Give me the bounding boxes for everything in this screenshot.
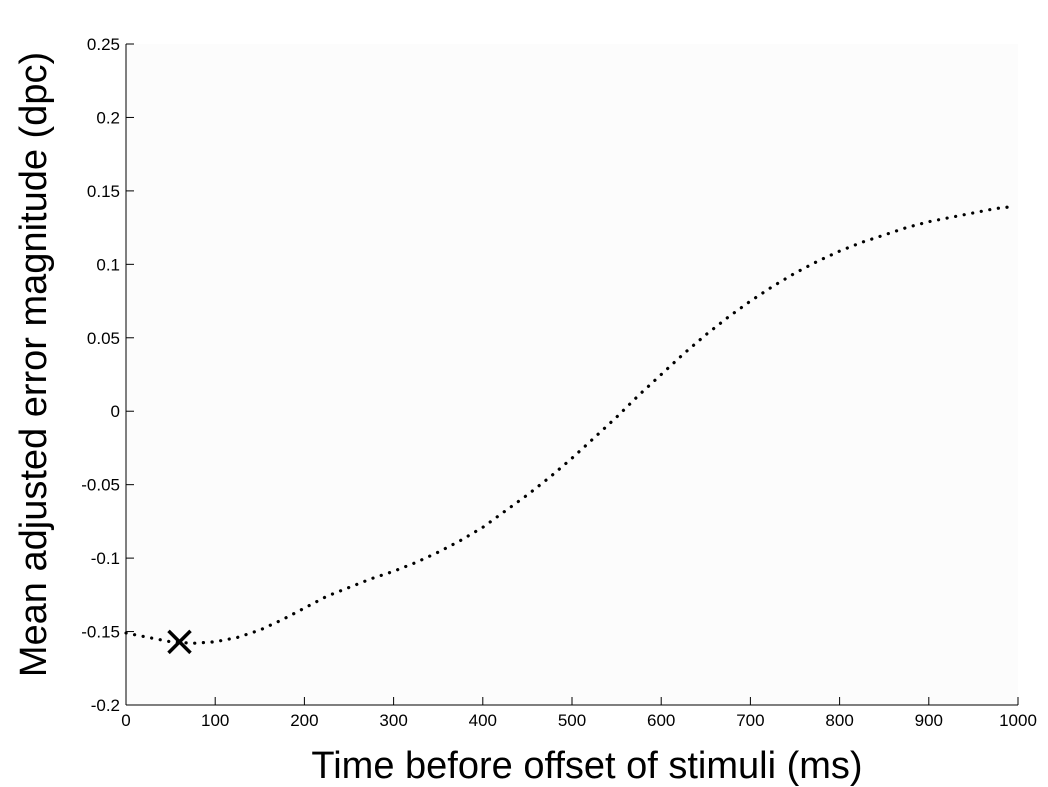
x-tick-label: 100 xyxy=(201,711,229,730)
y-tick-label: 0.2 xyxy=(96,108,120,127)
x-tick-label: 900 xyxy=(915,711,943,730)
y-tick-label: -0.1 xyxy=(91,549,120,568)
y-axis-title: Mean adjusted error magnitude (dpc) xyxy=(13,52,55,677)
x-marker-stroke xyxy=(167,629,192,655)
axes: 0 100 200 300 400 500 600 700 800 900 1000 -0.2 -0.1… xyxy=(81,35,1037,730)
y-tick-label: -0.05 xyxy=(81,476,120,495)
x-tick-label: 400 xyxy=(469,711,497,730)
plot-area-background xyxy=(126,44,1018,705)
x-tick-label: 800 xyxy=(825,711,853,730)
data-layer xyxy=(124,205,1011,655)
x-marker xyxy=(167,629,192,655)
x-axis-title: Time before offset of stimuli (ms) xyxy=(311,745,862,787)
x-tick-label: 700 xyxy=(736,711,764,730)
y-tick-label: 0.15 xyxy=(87,182,120,201)
y-tick-label: -0.15 xyxy=(81,623,120,642)
x-tick-label: 200 xyxy=(290,711,318,730)
y-tick-label: 0.1 xyxy=(96,255,120,274)
x-tick-label: 1000 xyxy=(999,711,1037,730)
series-line xyxy=(124,205,1011,645)
x-tick-label: 600 xyxy=(647,711,675,730)
x-tick-label: 500 xyxy=(558,711,586,730)
y-tick-label: 0.05 xyxy=(87,329,120,348)
y-tick-label: -0.2 xyxy=(91,696,120,715)
x-tick-label: 0 xyxy=(121,711,130,730)
y-tick-label: 0.25 xyxy=(87,35,120,54)
x-tick-label: 300 xyxy=(379,711,407,730)
y-tick-label: 0 xyxy=(111,402,120,421)
